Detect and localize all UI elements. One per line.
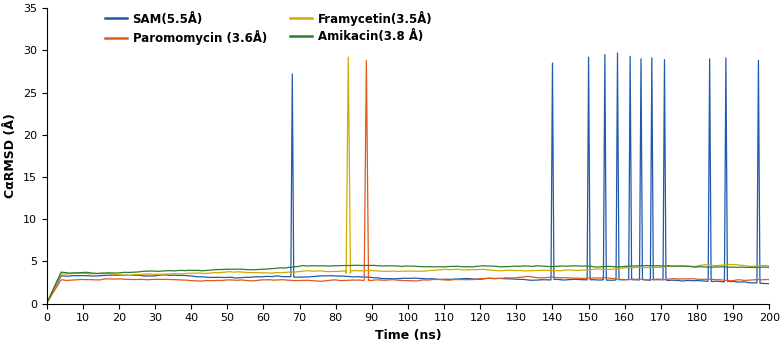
Framycetin(3.5Å) [405, 269, 415, 273]
SAM(5.5Å) [42, 301, 51, 306]
X-axis label: Time (ns): Time (ns) [375, 329, 441, 342]
Paromomycin (3.6Å) [361, 58, 371, 63]
Line: Paromomycin (3.6Å): Paromomycin (3.6Å) [46, 61, 769, 303]
Paromomycin (3.6Å) [764, 277, 774, 282]
Paromomycin (3.6Å) [405, 279, 415, 283]
Framycetin(3.5Å) [358, 268, 367, 273]
Amikacin(3.8 Å) [534, 264, 543, 268]
Line: Framycetin(3.5Å): Framycetin(3.5Å) [46, 57, 769, 303]
Paromomycin (3.6Å) [534, 276, 543, 280]
Framycetin(3.5Å) [143, 272, 153, 276]
Amikacin(3.8 Å) [352, 263, 361, 267]
SAM(5.5Å) [350, 275, 359, 279]
Paromomycin (3.6Å) [185, 279, 194, 283]
Paromomycin (3.6Å) [143, 277, 153, 282]
SAM(5.5Å) [613, 51, 622, 55]
SAM(5.5Å) [764, 282, 774, 286]
Paromomycin (3.6Å) [358, 278, 367, 282]
Framycetin(3.5Å) [185, 271, 194, 275]
Amikacin(3.8 Å) [143, 269, 153, 273]
Paromomycin (3.6Å) [42, 301, 51, 306]
Amikacin(3.8 Å) [350, 263, 359, 267]
Framycetin(3.5Å) [534, 268, 543, 273]
SAM(5.5Å) [533, 278, 543, 282]
SAM(5.5Å) [358, 275, 367, 279]
Amikacin(3.8 Å) [185, 268, 194, 272]
Framycetin(3.5Å) [42, 301, 51, 306]
Amikacin(3.8 Å) [358, 263, 367, 267]
Legend: SAM(5.5Å), Paromomycin (3.6Å), Framycetin(3.5Å), Amikacin(3.8 Å): SAM(5.5Å), Paromomycin (3.6Å), Framyceti… [103, 8, 434, 48]
Line: Amikacin(3.8 Å): Amikacin(3.8 Å) [46, 265, 769, 303]
Paromomycin (3.6Å) [350, 278, 359, 282]
Framycetin(3.5Å) [350, 268, 359, 273]
Y-axis label: CαRMSD (Å): CαRMSD (Å) [4, 113, 17, 198]
Amikacin(3.8 Å) [764, 265, 774, 270]
SAM(5.5Å) [143, 274, 153, 278]
SAM(5.5Å) [405, 276, 415, 280]
Amikacin(3.8 Å) [405, 264, 415, 268]
Amikacin(3.8 Å) [42, 301, 51, 306]
Line: SAM(5.5Å): SAM(5.5Å) [46, 53, 769, 303]
SAM(5.5Å) [185, 274, 194, 278]
Framycetin(3.5Å) [764, 264, 774, 268]
Framycetin(3.5Å) [343, 55, 353, 59]
